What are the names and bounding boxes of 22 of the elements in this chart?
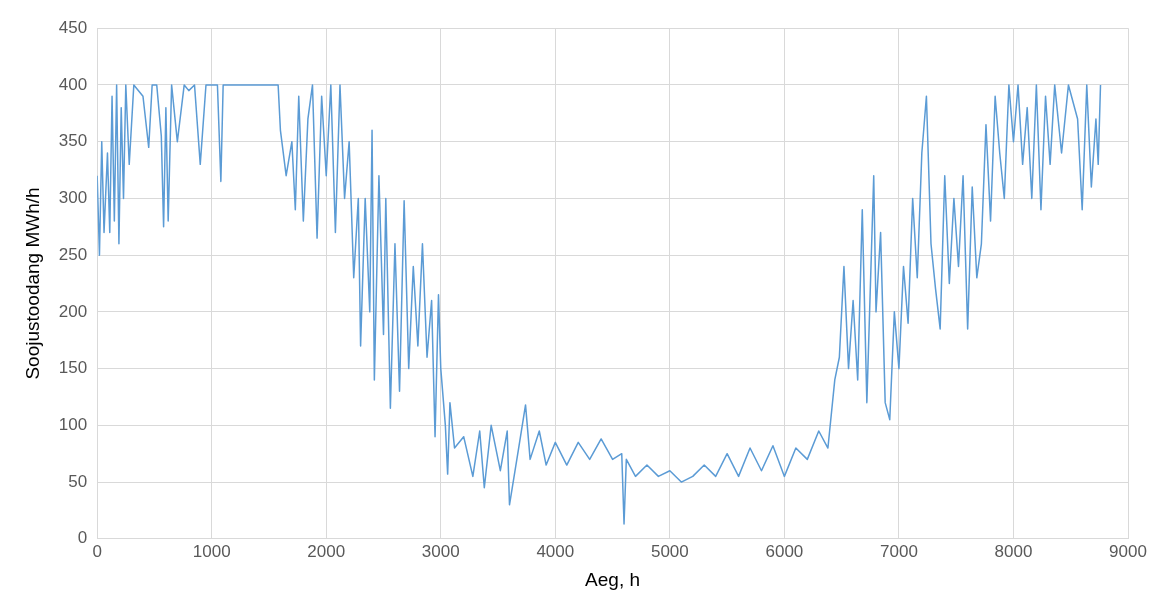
x-tick-label: 5000 [650, 541, 689, 561]
x-tick-label: 4000 [536, 541, 575, 561]
x-tick-label: 6000 [765, 541, 804, 561]
x-axis-title: Aeg, h [585, 568, 641, 590]
y-tick-label: 350 [58, 131, 88, 151]
y-tick-label: 250 [58, 244, 88, 264]
x-tick-label: 3000 [421, 541, 460, 561]
y-tick-label: 150 [58, 358, 88, 378]
x-tick-label: 2000 [307, 541, 346, 561]
y-tick-label: 400 [58, 74, 88, 94]
y-tick-label: 200 [58, 301, 88, 321]
x-tick-label: 1000 [192, 541, 231, 561]
y-tick-label: 0 [77, 528, 88, 548]
x-tick-label: 8000 [994, 541, 1033, 561]
y-tick-label: 300 [58, 188, 88, 208]
x-tick-label: 0 [92, 541, 102, 561]
y-axis-title: Soojustoodang MWh/h [21, 187, 43, 380]
x-tick-label: 9000 [1109, 541, 1147, 561]
y-tick-label: 100 [58, 415, 88, 435]
y-tick-label: 450 [58, 17, 88, 37]
y-tick-label: 50 [68, 471, 88, 491]
x-tick-label: 7000 [880, 541, 918, 561]
